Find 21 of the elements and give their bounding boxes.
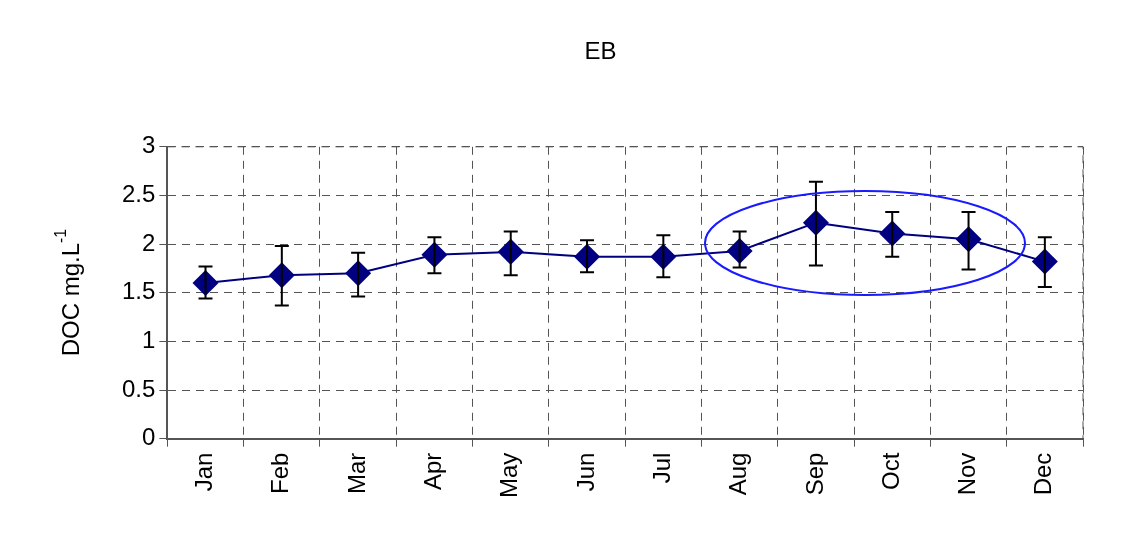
y-tick-label: 1 [142,326,156,353]
x-tick-label: Jun [571,452,599,492]
x-tick-label: Jan [190,452,218,492]
y-axis-title: DOC mg.L-1 [51,229,84,357]
chart-title: EB [584,37,617,65]
x-tick-label: Jul [647,452,675,484]
y-tick-label: 0 [142,423,156,451]
y-tick-label: 0.5 [121,374,156,402]
x-tick-label: Apr [419,452,447,491]
x-tick-label: Feb [266,452,294,495]
y-tick-label: 1.5 [121,277,156,305]
x-tick-label: Mar [342,452,370,494]
x-tick-label: Dec [1029,452,1057,496]
y-tick-label: 2.5 [121,180,156,208]
x-tick-label: Oct [876,452,904,490]
y-tick-label: 3 [142,131,156,159]
x-tick-label: May [495,452,523,498]
y-tick-label: 2 [142,228,156,256]
x-tick-label: Sep [800,452,828,496]
x-tick-label: Nov [953,452,981,496]
x-tick-label: Aug [724,452,752,496]
